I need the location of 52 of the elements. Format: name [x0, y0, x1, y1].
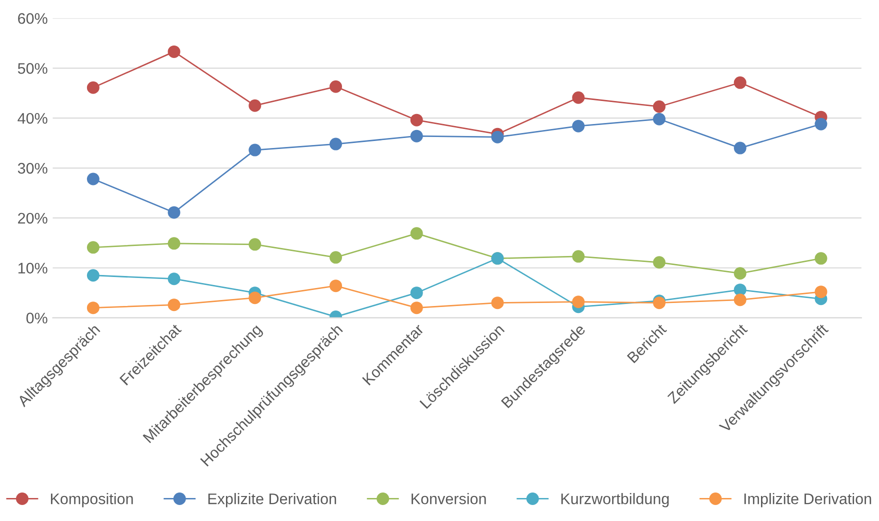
point — [168, 272, 180, 286]
point — [330, 80, 342, 93]
y-tick-label: 20% — [18, 212, 48, 224]
point — [168, 298, 180, 312]
point — [330, 280, 342, 292]
legend-label: Konversion — [412, 493, 486, 504]
point — [734, 267, 746, 280]
y-tick-label: 30% — [18, 162, 48, 174]
point — [86, 302, 100, 314]
point — [572, 91, 585, 104]
point — [168, 237, 180, 250]
point — [734, 294, 746, 306]
point — [168, 45, 180, 58]
point — [86, 172, 100, 186]
point — [491, 130, 504, 144]
y-tick-label: 60% — [18, 13, 48, 24]
y-tick-label: 0% — [26, 312, 48, 324]
point — [86, 81, 100, 94]
legend-label: Explizite Derivation — [208, 493, 336, 508]
point — [248, 292, 262, 304]
point — [410, 114, 423, 126]
point — [814, 252, 828, 265]
y-tick-label: 50% — [18, 63, 48, 74]
legend-label: Komposition — [50, 493, 133, 508]
point — [86, 269, 100, 282]
point — [410, 227, 423, 240]
point — [248, 144, 262, 156]
point — [572, 296, 585, 308]
point — [572, 120, 585, 132]
point — [248, 238, 262, 251]
point — [410, 130, 423, 142]
point — [168, 206, 180, 219]
point — [491, 296, 504, 310]
point — [86, 241, 100, 254]
point — [330, 251, 342, 264]
point — [330, 138, 342, 150]
point — [734, 76, 746, 89]
legend-label: Kurzwortbildung — [561, 493, 669, 508]
point — [653, 100, 666, 113]
point — [248, 99, 262, 112]
point — [814, 286, 828, 298]
legend-label: Implizite Derivation — [744, 493, 872, 508]
point — [653, 112, 666, 126]
point — [653, 256, 666, 269]
point — [734, 142, 746, 154]
point — [572, 250, 585, 263]
point — [814, 118, 828, 130]
point — [410, 302, 423, 314]
point — [410, 286, 423, 300]
point — [734, 284, 746, 296]
y-tick-label: 40% — [18, 112, 48, 124]
y-tick-label: 10% — [18, 262, 48, 274]
